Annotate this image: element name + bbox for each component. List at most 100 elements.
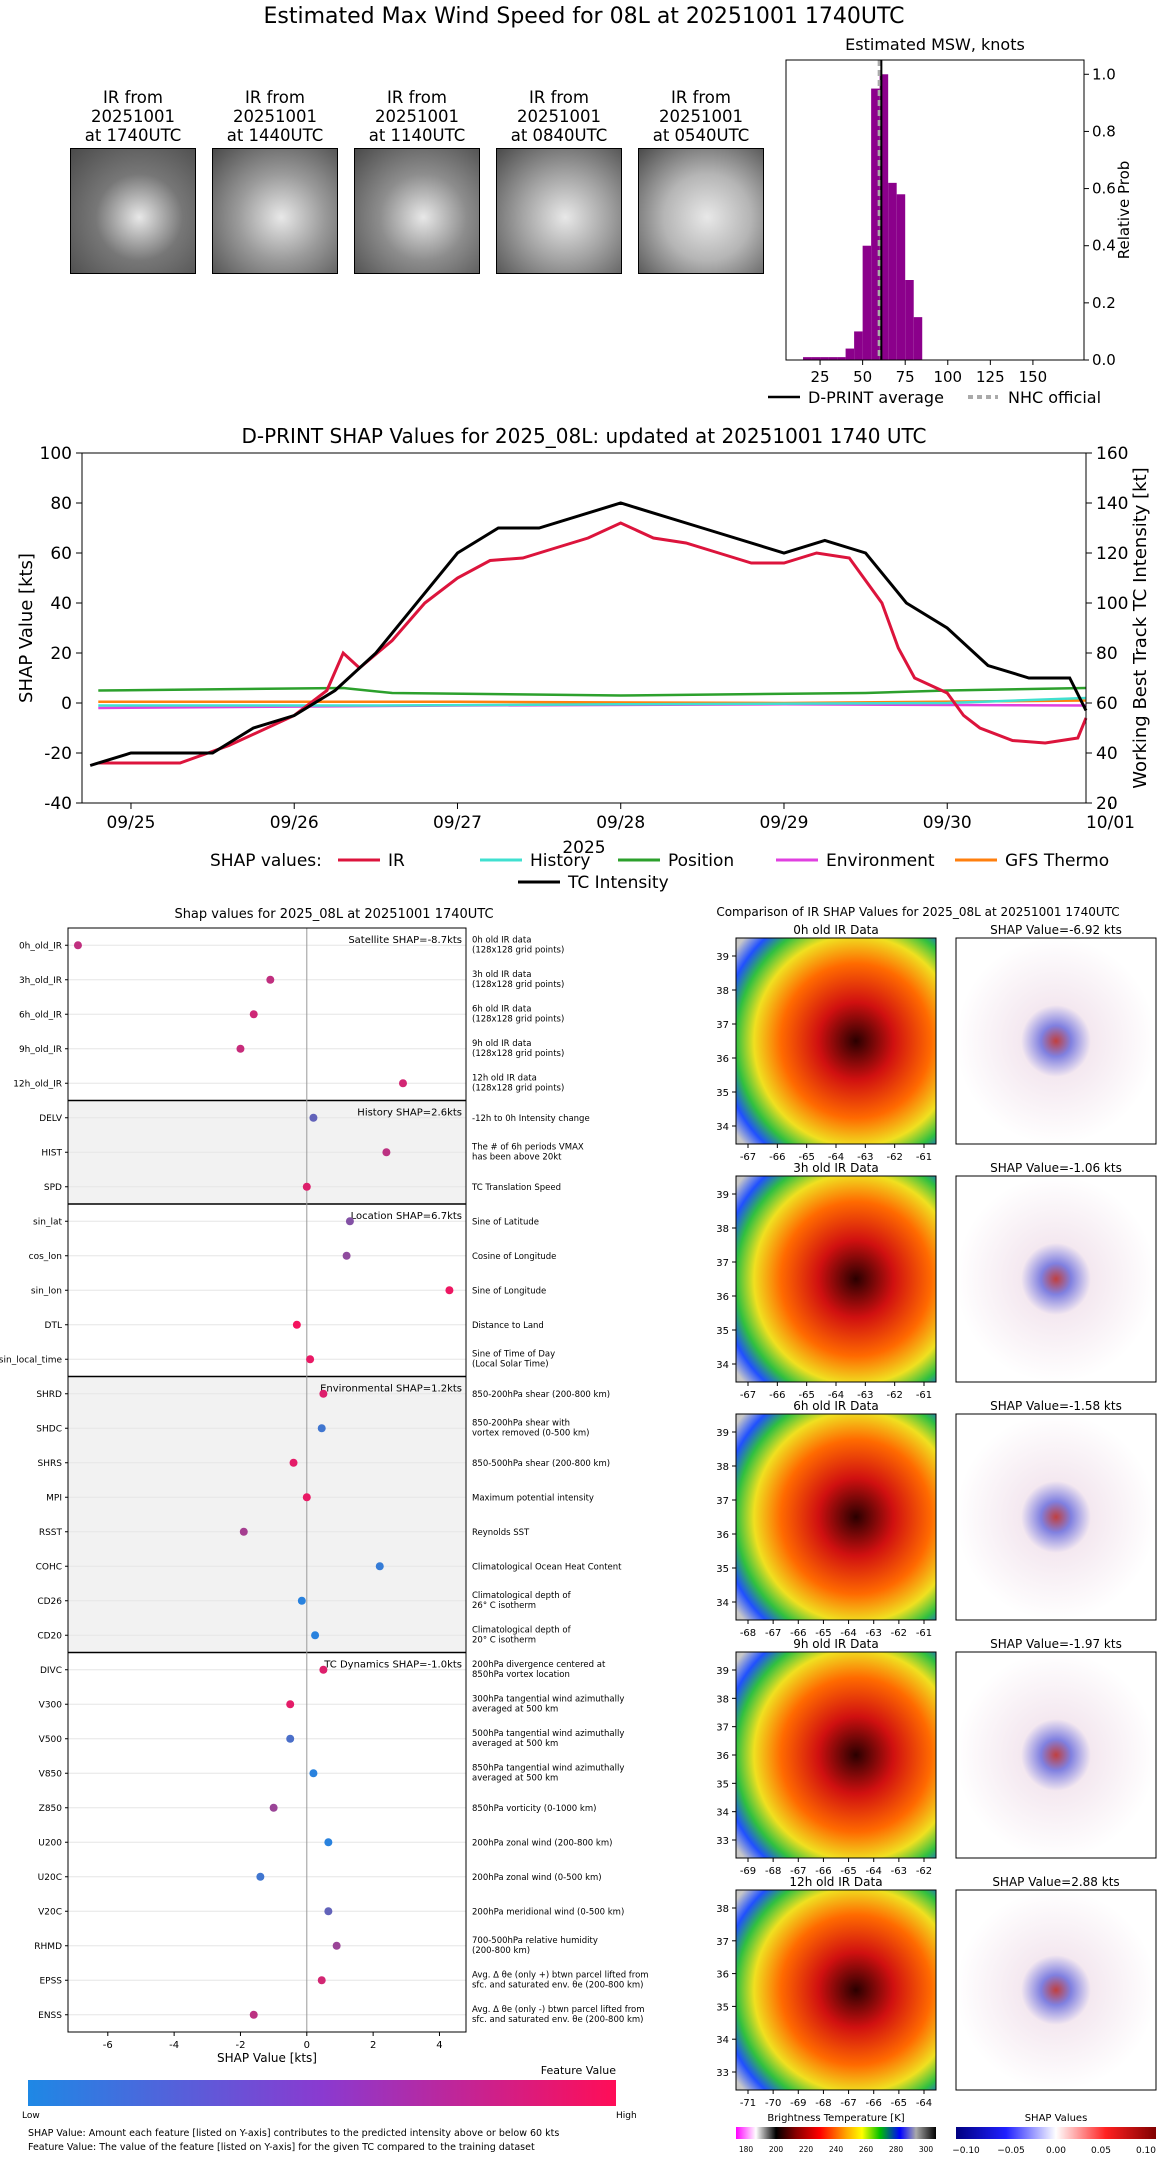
feature-colorbar-high: High	[616, 2111, 637, 2121]
feature-description: 20° C isotherm	[472, 1635, 536, 1645]
ir-panel-title: 6h old IR Data	[793, 1399, 879, 1413]
ir-y-tick-label: 34	[716, 2035, 729, 2046]
ir-x-tick-label: -66	[769, 1390, 785, 1401]
feature-description: has been above 20kt	[472, 1152, 562, 1162]
ir-x-tick-label: -62	[886, 1390, 902, 1401]
comparison-title: Comparison of IR SHAP Values for 2025_08…	[716, 905, 1119, 919]
ir-y-tick-label: 37	[716, 1258, 729, 1269]
feature-point	[292, 1320, 301, 1329]
shap-colorbar-tick: −0.10	[952, 2146, 980, 2156]
bt-colorbar	[736, 2127, 936, 2139]
ir-x-tick-label: -66	[815, 1866, 831, 1877]
feature-name: DTL	[45, 1321, 62, 1331]
ir-y-tick-label: 39	[716, 1190, 729, 1201]
feature-description: Avg. Δ θe (only +) btwn parcel lifted fr…	[472, 1970, 649, 1980]
ir-panel	[735, 1889, 937, 2091]
feature-description: 6h old IR data	[472, 1004, 531, 1014]
ir-x-tick-label: -67	[740, 1152, 756, 1163]
series-line-gfs-thermo	[98, 699, 1087, 705]
feature-name: 12h_old_IR	[13, 1079, 62, 1089]
ir-y-tick-label: 33	[716, 1836, 729, 1847]
feature-description: 300hPa tangential wind azimuthally	[472, 1694, 624, 1704]
feature-name: SHDC	[36, 1424, 62, 1434]
ir-x-tick-label: -66	[790, 1628, 806, 1639]
feature-point	[342, 1251, 351, 1260]
feature-point	[382, 1148, 391, 1157]
ir-x-tick-label: -68	[765, 1866, 781, 1877]
feature-name: 9h_old_IR	[19, 1045, 62, 1055]
shap-panel	[955, 1889, 1157, 2091]
feature-description: Distance to Land	[472, 1321, 544, 1331]
feature-point	[256, 1872, 265, 1881]
x-tick-label: 125	[976, 368, 1005, 386]
series-line-history	[98, 696, 1087, 707]
ir-y-tick-label: 38	[716, 1224, 729, 1235]
ir-thumbnail: IR from 20251001 at 0540UTC	[628, 88, 774, 274]
ir-y-tick-label: 38	[716, 986, 729, 997]
feature-description: 850-200hPa shear (200-800 km)	[472, 1390, 610, 1400]
feature-description: sfc. and saturated env. θe (200-800 km)	[472, 1980, 644, 1990]
y2-tick-label: 40	[1096, 744, 1118, 764]
feature-description: 3h old IR data	[472, 970, 531, 980]
x-tick-label: 75	[896, 368, 915, 386]
ir-panel-title: 9h old IR Data	[793, 1637, 879, 1651]
feature-colorbar-title: Feature Value	[541, 2064, 617, 2077]
ir-x-tick-label: -63	[891, 1866, 907, 1877]
y-tick-label: 1.0	[1092, 65, 1116, 83]
y2-tick-label: 140	[1096, 494, 1128, 514]
feature-description: 200hPa divergence centered at	[472, 1660, 606, 1670]
feature-description: (128x128 grid points)	[472, 945, 564, 955]
bt-colorbar-tick: 280	[889, 2145, 904, 2154]
shap-panel	[955, 1651, 1157, 1859]
ir-y-tick-label: 36	[716, 1970, 729, 1981]
feature-description: vortex removed (0-500 km)	[472, 1428, 589, 1438]
feature-point	[302, 1182, 311, 1191]
feature-name: EPSS	[39, 1976, 62, 1986]
ir-y-tick-label: 34	[716, 1122, 729, 1133]
x-tick-label: -2	[235, 2040, 245, 2051]
histogram-frame	[785, 59, 1085, 361]
shap-colorbar-tick: 0.00	[1046, 2146, 1066, 2156]
ir-thumbnail-label: 20251001	[233, 107, 317, 126]
ir-thumbnail: IR from 20251001 at 1740UTC	[60, 88, 206, 274]
ir-x-tick-label: -65	[798, 1390, 814, 1401]
shap-panel	[955, 937, 1157, 1145]
y2-tick-label: 60	[1096, 694, 1118, 714]
feature-point	[324, 1838, 333, 1847]
feature-name: 6h_old_IR	[19, 1010, 62, 1020]
ir-x-tick-label: -64	[916, 2098, 932, 2109]
histogram-bar	[811, 357, 821, 360]
feature-description: (128x128 grid points)	[472, 1049, 564, 1059]
ir-thumbnail-label: IR from	[103, 88, 163, 107]
ir-x-tick-label: -61	[916, 1152, 932, 1163]
ir-thumbnail-label: IR from	[529, 88, 589, 107]
bt-colorbar-tick: 240	[829, 2145, 844, 2154]
x-tick-label: 10/01	[1086, 813, 1135, 833]
feature-description: 850hPa vortex location	[472, 1670, 570, 1680]
feature-name: ENSS	[38, 2011, 62, 2021]
feature-description: TC Translation Speed	[471, 1183, 561, 1193]
feature-description: Climatological depth of	[472, 1625, 572, 1635]
ir-x-tick-label: -64	[828, 1152, 844, 1163]
shap-colorbar-label: SHAP Values	[1025, 2113, 1088, 2124]
feature-name: V300	[39, 1700, 63, 1710]
feature-point	[302, 1493, 311, 1502]
feature-description: Sine of Time of Day	[472, 1349, 555, 1359]
feature-description: 700-500hPa relative humidity	[472, 1936, 598, 1946]
histogram-bar	[905, 280, 914, 360]
ir-x-tick-label: -62	[886, 1152, 902, 1163]
shap-panel-title: SHAP Value=-6.92 kts	[990, 923, 1122, 937]
x-axis-label: 2025	[562, 838, 605, 858]
ir-thumbnail-label: IR from	[387, 88, 447, 107]
feature-point	[398, 1079, 407, 1088]
shap-panel-title: SHAP Value=2.88 kts	[992, 1875, 1119, 1889]
histogram-bar	[888, 182, 897, 360]
ir-y-tick-label: 38	[716, 1904, 729, 1915]
ir-thumbnail-label: 20251001	[517, 107, 601, 126]
feature-description: 200hPa zonal wind (200-800 km)	[472, 1838, 612, 1848]
feature-point	[324, 1907, 333, 1916]
feature-point	[236, 1044, 245, 1053]
shap-panel-title: SHAP Value=-1.06 kts	[990, 1161, 1122, 1175]
y-tick-label: -20	[44, 744, 72, 764]
x-tick-label: 09/27	[433, 813, 482, 833]
